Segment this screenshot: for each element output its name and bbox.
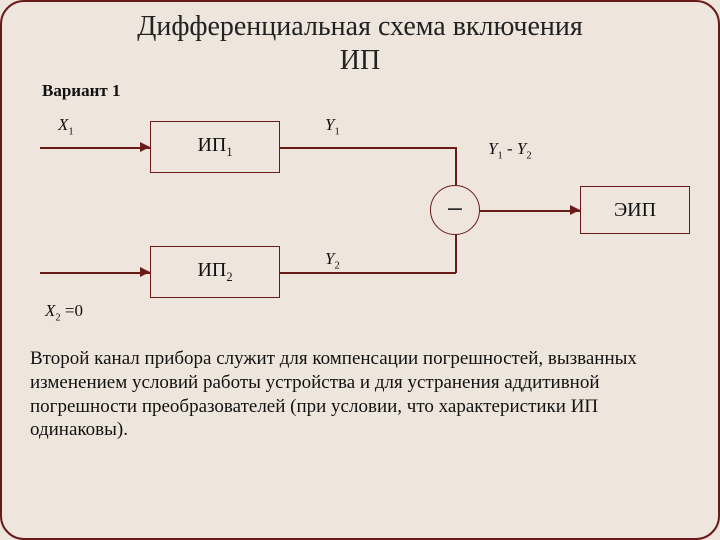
summing-node-symbol: − (447, 193, 464, 227)
block-ip2: ИП2 (150, 246, 280, 298)
arrow-x2-ip2 (140, 267, 150, 277)
label-y1: Y1 (325, 115, 340, 137)
title-line-2: ИП (340, 45, 380, 76)
summing-node: − (430, 185, 480, 235)
edge-ip2-sum-h (280, 272, 456, 274)
block-ip1: ИП1 (150, 121, 280, 173)
description-text: Второй канал прибора служит для компенса… (30, 347, 690, 442)
title-line-1: Дифференциальная схема включения (137, 11, 582, 42)
block-eip-label: ЭИП (614, 199, 656, 222)
block-eip: ЭИП (580, 186, 690, 234)
edge-ip1-sum-h (280, 147, 456, 149)
block-ip2-label: ИП2 (197, 259, 232, 285)
block-diagram: ИП1 ИП2 ЭИП − X1 X2 =0 Y1 Y2 Y1 - Y2 (20, 101, 700, 341)
block-ip1-label: ИП1 (197, 134, 232, 160)
edge-x1-ip1 (40, 147, 150, 149)
label-y1-minus-y2: Y1 - Y2 (488, 139, 532, 161)
label-y2: Y2 (325, 249, 340, 271)
edge-ip2-sum-v (455, 235, 457, 273)
arrow-x1-ip1 (140, 142, 150, 152)
page-title: Дифференциальная схема включения ИП (2, 10, 718, 77)
edge-x2-ip2 (40, 272, 150, 274)
page-frame: Дифференциальная схема включения ИП Вари… (0, 0, 720, 540)
variant-label: Вариант 1 (42, 81, 718, 101)
label-x1: X1 (58, 115, 74, 137)
label-x2-eq0: X2 =0 (45, 301, 83, 323)
edge-ip1-sum-v (455, 147, 457, 185)
arrow-sum-eip (570, 205, 580, 215)
edge-sum-eip (480, 210, 580, 212)
